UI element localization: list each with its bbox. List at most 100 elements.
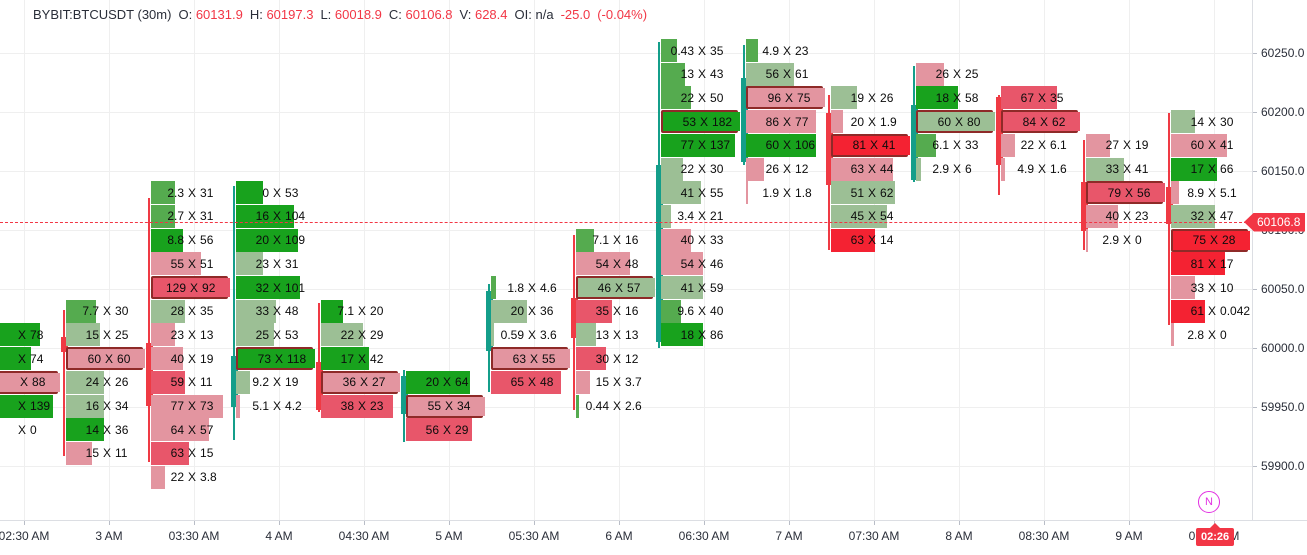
cell-text: 22 X 3.8 <box>170 470 217 485</box>
cell-text: 33 X 10 <box>1190 280 1234 295</box>
footprint-cell: 63 X 15 <box>151 441 228 465</box>
news-badge-icon[interactable]: N <box>1198 491 1220 513</box>
footprint-cell: 26 X 25 <box>916 62 993 86</box>
candle-wick <box>318 303 320 412</box>
footprint-cell: 17 X 66 <box>1171 157 1248 181</box>
cell-text: 73 X 118 <box>257 351 307 366</box>
volume-bar <box>1171 252 1225 276</box>
cell-text: 41 X 55 <box>680 185 724 200</box>
footprint-cell: 5.1 X 4.2 <box>236 394 313 418</box>
footprint-cell: 7.7 X 30 <box>66 299 143 323</box>
volume-bar <box>151 418 209 442</box>
price-axis-tick <box>1253 53 1257 54</box>
candle-body <box>656 165 663 342</box>
cell-text: 55 X 51 <box>170 256 214 271</box>
footprint-cell: 60 X 80 <box>916 110 995 134</box>
cell-text: 36 X 27 <box>342 375 386 390</box>
volume-bar <box>323 372 400 392</box>
footprint-cell: 17 X 42 <box>321 347 398 371</box>
candle-body <box>911 105 918 180</box>
cell-text: 7.1 X 20 <box>337 304 384 319</box>
footprint-cell: 46 X 57 <box>576 276 655 299</box>
cell-text: 56 X 29 <box>425 422 469 437</box>
volume-bar <box>576 323 596 347</box>
change-percent: (-0.04%) <box>597 7 648 22</box>
volume-bar <box>0 394 53 418</box>
footprint-cell: 2.3 X 31 <box>151 181 228 205</box>
volume-bar <box>831 181 895 205</box>
volume-bar <box>1171 323 1174 347</box>
volume-bar <box>406 418 472 442</box>
cell-text: 32 X 101 <box>255 280 306 295</box>
volume-bar <box>491 276 496 299</box>
volume-bar <box>151 370 185 394</box>
volume-bar <box>661 181 701 205</box>
footprint-cell: 13 X 43 <box>661 62 738 86</box>
footprint-cell: 33 X 41 <box>1086 157 1163 181</box>
cell-text: 2.7 X 31 <box>167 209 214 224</box>
volume-bar <box>238 349 315 369</box>
cell-text: 60 X 60 <box>87 351 131 366</box>
volume-bar <box>321 394 393 418</box>
footprint-cell: 56 X 61 <box>746 62 823 86</box>
time-axis-tick <box>789 521 790 525</box>
volume-bar <box>66 441 92 465</box>
time-axis-label: 06:30 AM <box>678 529 730 543</box>
cell-text: 28 X 35 <box>170 304 214 319</box>
price-axis-label: 59900.0 <box>1261 459 1305 473</box>
footprint-cell: 9.2 X 19 <box>236 370 313 394</box>
time-axis-tick <box>704 521 705 525</box>
footprint-cell: 4.9 X 23 <box>746 39 823 62</box>
volume-bar <box>68 349 145 369</box>
volume-bar <box>151 441 189 465</box>
footprint-cell: 56 X 29 <box>406 418 483 442</box>
cell-text: 0.43 X 35 <box>670 43 724 58</box>
cell-text: 0.44 X 2.6 <box>585 399 642 413</box>
volume-bar <box>151 228 183 252</box>
vertical-gridline <box>704 0 705 520</box>
time-axis[interactable]: 02:30 AM 3 AM 03:30 AM 4 AM 04:30 AM 5 AM 05:3… <box>0 520 1307 555</box>
cell-text: 8.9 X 5.1 <box>1187 185 1237 200</box>
cell-text: 23 X 13 <box>170 327 214 342</box>
footprint-cell: 73 X 118 <box>236 347 315 371</box>
price-axis-label: 60250.0 <box>1261 46 1305 60</box>
cell-text: 26 X 12 <box>765 162 809 176</box>
candle-wick <box>148 198 150 462</box>
footprint-cell: 33 X 48 <box>236 299 313 323</box>
footprint-cell: 1.8 X 4.6 <box>491 276 568 299</box>
volume-bar <box>918 112 995 132</box>
volume-bar <box>831 86 857 110</box>
cell-text: 77 X 73 <box>170 399 214 413</box>
candle-body <box>146 343 153 406</box>
footprint-cell: 1.9 X 1.8 <box>746 181 823 205</box>
volume-bar <box>916 62 944 86</box>
chart-area[interactable]: X 78 X 74 X 88 X 139 X 0 7.7 X 30 15 X 25 60 X 60 24 X 26 16 X 3… <box>0 0 1252 520</box>
cell-text: 22 X 29 <box>340 327 384 342</box>
cell-text: 24 X 26 <box>85 375 129 390</box>
footprint-cell: 0.44 X 2.6 <box>576 394 653 418</box>
footprint-cell: 22 X 50 <box>661 86 738 110</box>
volume-bar <box>831 157 893 181</box>
cell-text: 18 X 58 <box>935 90 979 105</box>
footprint-cell: 20 X 36 <box>491 299 568 323</box>
current-price-line <box>0 222 1252 223</box>
footprint-cell: 77 X 137 <box>661 133 738 157</box>
volume-bar <box>1086 157 1124 181</box>
candle-body <box>401 376 408 414</box>
time-axis-tick <box>959 521 960 525</box>
cell-text: 54 X 48 <box>595 256 639 271</box>
footprint-cell: 28 X 35 <box>151 299 228 323</box>
cell-text: 13 X 43 <box>680 67 724 82</box>
cell-text: 33 X 41 <box>1105 162 1149 176</box>
footprint-cell: 53 X 182 <box>661 110 740 134</box>
price-axis[interactable]: 60250.060200.060150.060100.060050.060000… <box>1252 0 1307 520</box>
volume-bar <box>746 181 748 205</box>
cell-text: 55 X 34 <box>427 399 471 413</box>
cell-text: 1.9 X 1.8 <box>762 185 812 200</box>
footprint-cell: 14 X 30 <box>1171 110 1248 134</box>
footprint-cell: 0.59 X 3.6 <box>491 323 568 347</box>
footprint-cell: 23 X 13 <box>151 323 228 347</box>
volume-bar <box>151 252 201 276</box>
candle-body <box>61 337 68 352</box>
cell-text: 63 X 14 <box>850 233 894 248</box>
